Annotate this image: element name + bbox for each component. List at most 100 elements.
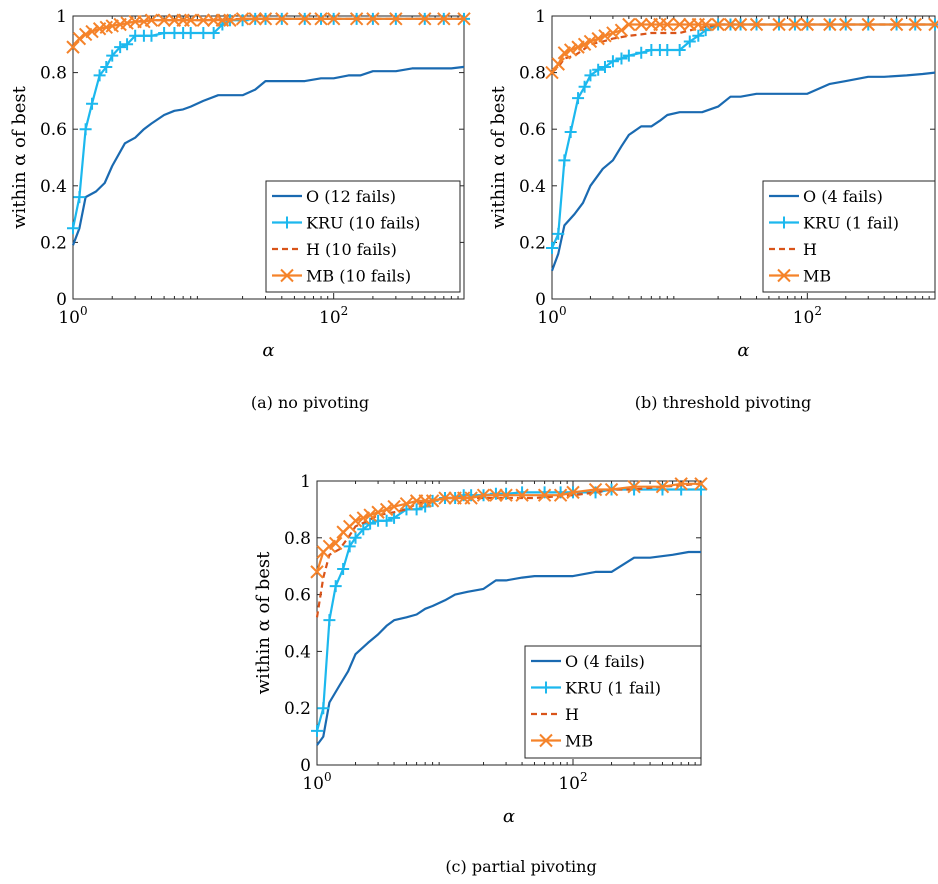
y-axis-label: within α of best <box>253 551 274 695</box>
series-point-kru <box>380 514 393 527</box>
series-point-mb <box>634 17 648 32</box>
series-point-mb <box>183 13 198 27</box>
y-tick-label: 0.8 <box>519 64 546 84</box>
series-point-kru <box>311 724 323 737</box>
series-point-kru <box>337 563 350 576</box>
series-point-mb <box>598 29 612 43</box>
series-point-mb <box>223 13 237 27</box>
legend-entry-mb: MB <box>803 267 831 286</box>
legend-marker-kru <box>540 681 552 694</box>
series-point-mb <box>399 497 414 511</box>
series-point-mb <box>298 12 312 26</box>
panel-caption: (b) threshold pivoting <box>635 393 811 412</box>
series-point-kru <box>343 540 356 553</box>
axes-box <box>316 480 702 766</box>
series-point-mb <box>788 17 802 32</box>
y-tick-label: 0.4 <box>284 642 311 662</box>
series-point-mb <box>314 12 328 26</box>
series-point-mb <box>363 508 377 522</box>
series-point-kru <box>100 60 113 73</box>
series-point-kru <box>564 126 577 139</box>
series-point-mb <box>389 12 403 26</box>
series-point-mb <box>672 17 687 32</box>
legend-entry-kru: KRU (10 fails) <box>306 214 420 233</box>
y-tick-label: 0.2 <box>40 233 67 253</box>
series-line-h <box>315 482 702 618</box>
legend-box <box>265 180 461 293</box>
y-tick-label: 0 <box>300 756 311 776</box>
series-point-mb <box>772 17 786 32</box>
series-point-mb <box>711 17 725 32</box>
series-point-kru <box>695 483 707 496</box>
panel-c-partial-pivoting: 0 0.2 0.4 0.6 0.8 1 100 102 α within α of best O (… <box>253 472 708 876</box>
legend-entry-kru: KRU (1 fail) <box>803 214 899 233</box>
series-point-mb <box>144 13 159 27</box>
legend-entry-kru: KRU (1 fail) <box>565 679 661 698</box>
series-point-mb <box>889 17 904 32</box>
legend-marker-mb <box>539 733 553 748</box>
series-point-mb <box>196 13 211 27</box>
legend-marker-kru <box>281 216 293 229</box>
y-tick-label: 0.8 <box>40 64 67 84</box>
series-point-mb <box>235 12 250 26</box>
series-point-kru <box>572 92 585 105</box>
series-point-mb <box>489 488 503 502</box>
x-tick-label: 100 <box>302 770 331 794</box>
series-point-kru <box>622 49 635 62</box>
series-point-kru <box>323 614 336 627</box>
series-point-kru <box>317 702 330 715</box>
series-point-kru <box>598 60 611 73</box>
y-tick-label: 0.8 <box>284 529 311 549</box>
legend-entry-h: H <box>803 240 817 259</box>
series-point-mb <box>371 505 385 519</box>
series-line-o <box>71 65 465 246</box>
series-point-mb <box>733 17 748 32</box>
series-point-mb <box>614 23 629 37</box>
series-point-kru <box>364 517 377 530</box>
series-point-mb <box>258 12 273 26</box>
y-tick-label: 1 <box>300 472 311 492</box>
series-point-mb <box>861 17 875 32</box>
series-point-kru <box>673 43 686 56</box>
x-tick-label: 102 <box>319 304 348 328</box>
series-point-mb <box>566 485 580 500</box>
series-point-mb <box>379 502 394 517</box>
series-point-mb <box>425 494 440 508</box>
legend-entry-h: H <box>565 705 579 724</box>
series-point-mb <box>823 17 837 32</box>
y-tick-label: 0.6 <box>519 120 546 140</box>
series-point-kru <box>145 29 158 42</box>
y-tick-label: 1 <box>56 7 67 27</box>
panel-caption: (a) no pivoting <box>251 393 369 412</box>
series-point-mb <box>326 12 341 26</box>
series-line-o <box>550 71 936 272</box>
x-axis-label: α <box>503 806 515 827</box>
series-point-mb <box>553 488 568 502</box>
series-point-mb <box>674 477 688 491</box>
series-point-kru <box>349 531 362 544</box>
series-point-mb <box>583 34 598 49</box>
series-point-mb <box>348 514 363 528</box>
series-point-mb <box>275 12 289 26</box>
series-point-mb <box>606 26 620 40</box>
series-point-mb <box>928 17 938 32</box>
x-axis-label: α <box>262 340 274 361</box>
series-point-mb <box>328 536 343 551</box>
legend-entry-o: O (12 fails) <box>306 187 396 206</box>
series-point-mb <box>310 565 324 579</box>
y-tick-label: 0 <box>535 290 546 310</box>
series-point-kru <box>86 97 99 110</box>
legend-entry-mb: MB (10 fails) <box>306 267 411 286</box>
x-tick-label: 100 <box>537 304 566 328</box>
legend-box <box>762 180 936 293</box>
series-point-kru <box>615 52 628 65</box>
series-point-mb <box>545 65 559 80</box>
legend-entry-h: H (10 fails) <box>306 240 397 259</box>
series-point-kru <box>357 523 370 536</box>
series-point-kru <box>93 69 106 82</box>
y-tick-label: 0.4 <box>40 177 67 197</box>
y-tick-label: 0.6 <box>284 586 311 606</box>
series-point-kru <box>558 154 571 167</box>
series-point-kru <box>197 26 210 39</box>
